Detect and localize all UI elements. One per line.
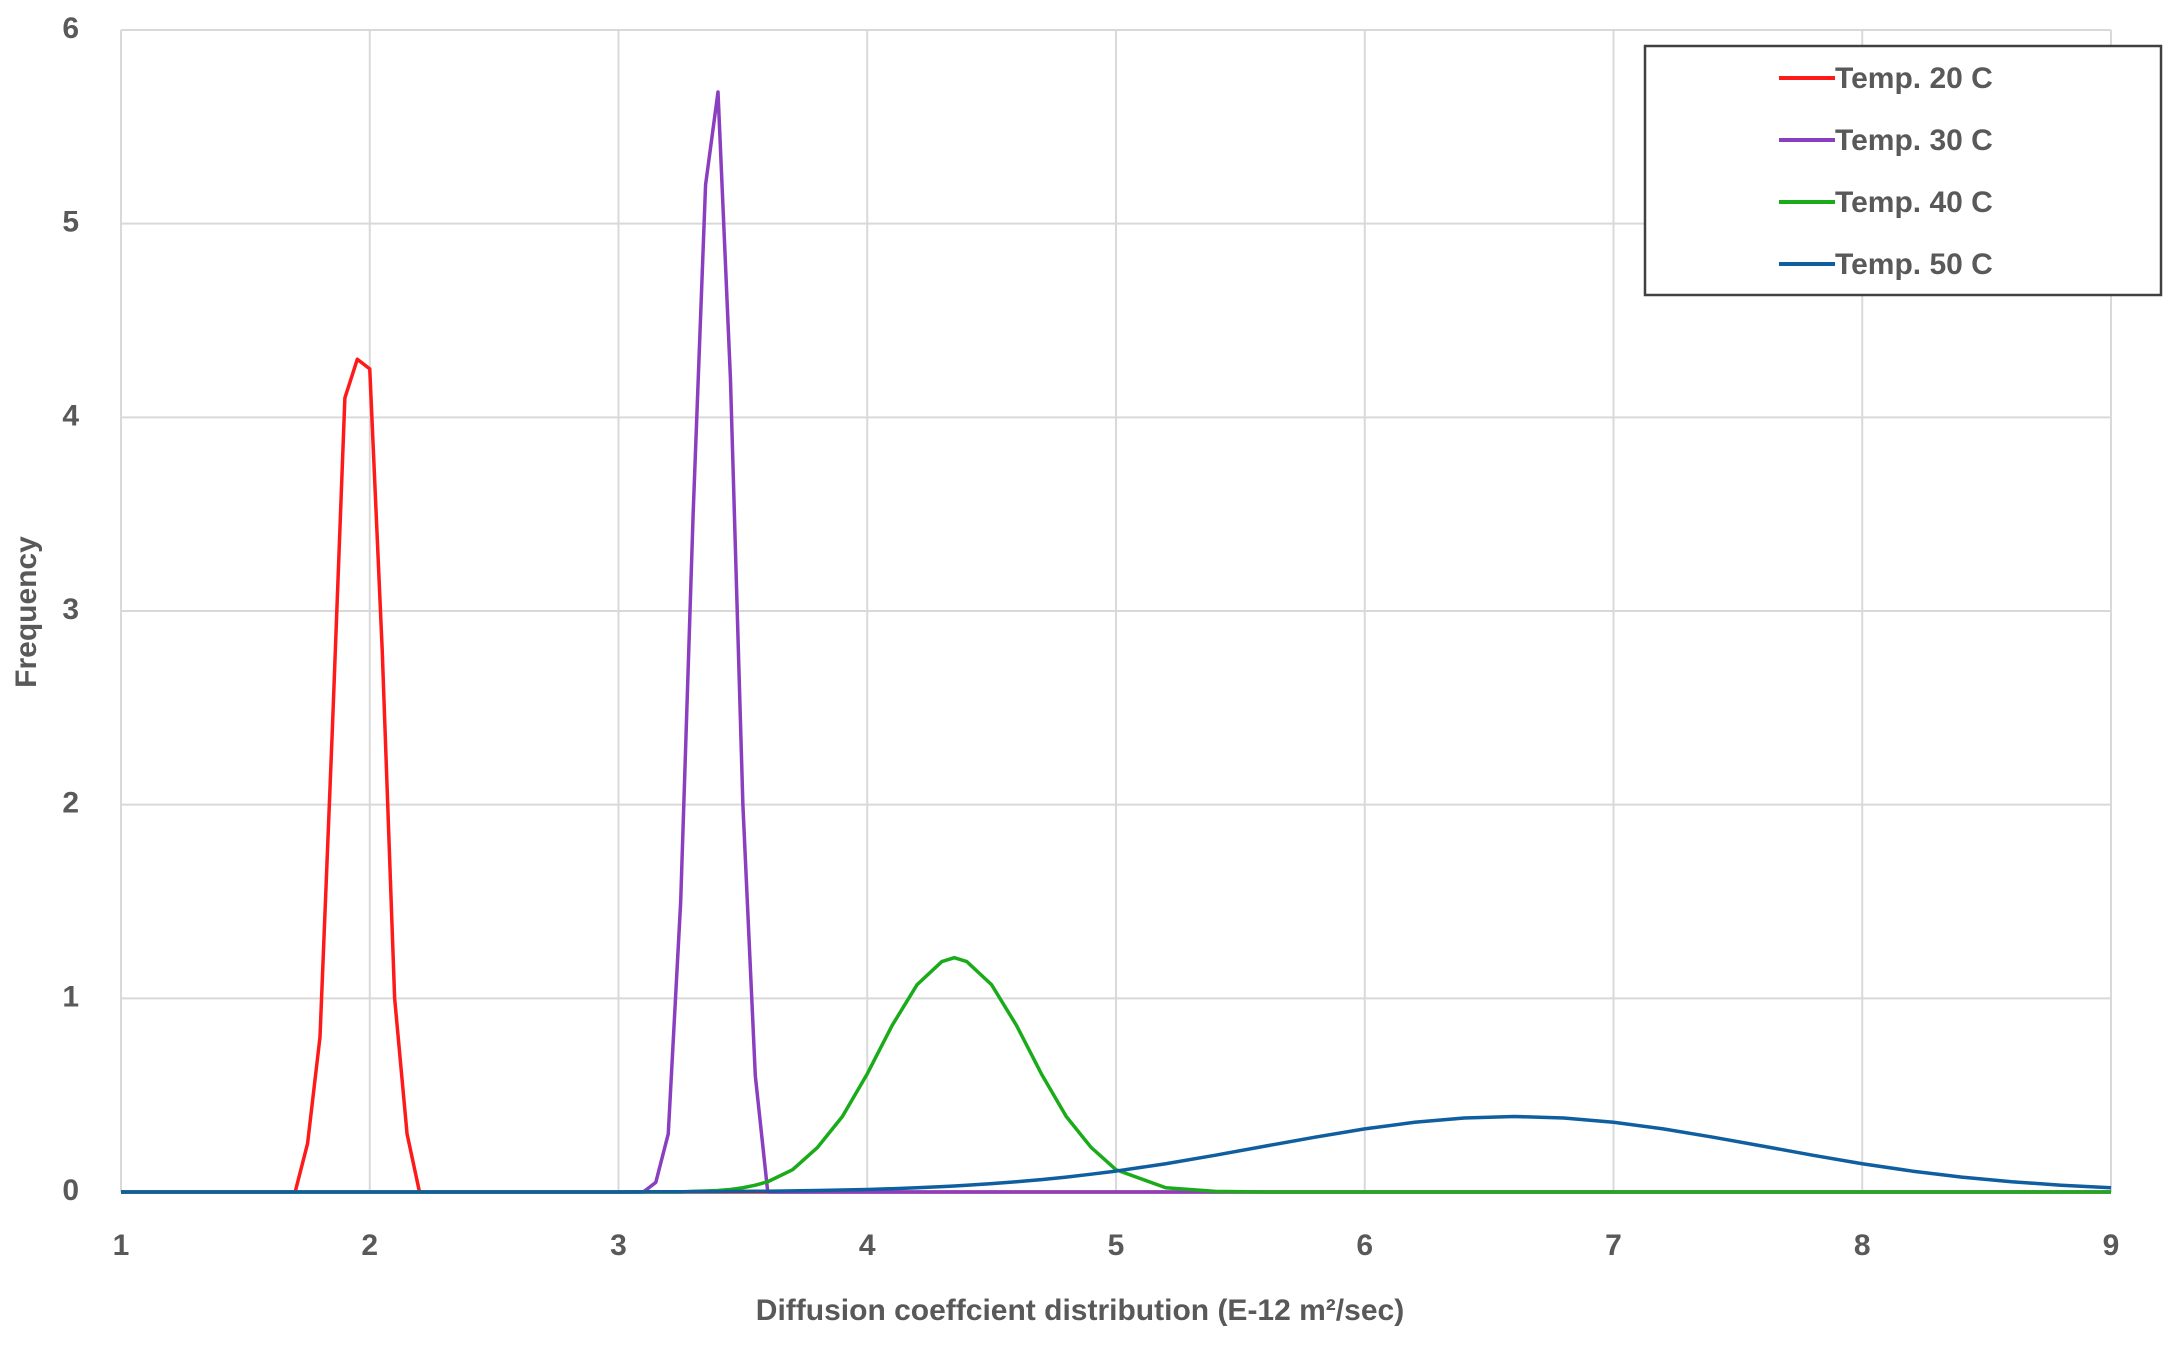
x-tick-label: 2 — [361, 1229, 378, 1262]
y-tick-label: 3 — [62, 593, 79, 626]
x-axis-title: Diffusion coeffcient distribution (E-12 … — [756, 1294, 1404, 1327]
x-tick-label: 5 — [1108, 1229, 1125, 1262]
x-tick-label: 7 — [1605, 1229, 1622, 1262]
legend-label: Temp. 50 C — [1835, 248, 1993, 281]
x-tick-label: 8 — [1854, 1229, 1871, 1262]
x-tick-label: 4 — [859, 1229, 876, 1262]
y-tick-label: 1 — [62, 980, 79, 1013]
legend-box — [1643, 44, 2163, 297]
y-axis-title: Frequency — [10, 536, 43, 688]
x-tick-label: 9 — [2103, 1229, 2120, 1262]
y-tick-label: 0 — [62, 1174, 79, 1207]
y-tick-label: 6 — [62, 12, 79, 45]
legend-label: Temp. 30 C — [1835, 124, 1993, 157]
x-tick-label: 1 — [113, 1229, 130, 1262]
x-tick-label: 3 — [610, 1229, 627, 1262]
legend-label: Temp. 20 C — [1835, 62, 1993, 95]
series-line — [121, 1114, 2112, 1194]
y-tick-label: 4 — [62, 399, 79, 432]
y-tick-label: 5 — [62, 206, 79, 239]
y-tick-label: 2 — [62, 787, 79, 820]
x-tick-label: 6 — [1356, 1229, 1373, 1262]
legend-label: Temp. 40 C — [1835, 186, 1993, 219]
